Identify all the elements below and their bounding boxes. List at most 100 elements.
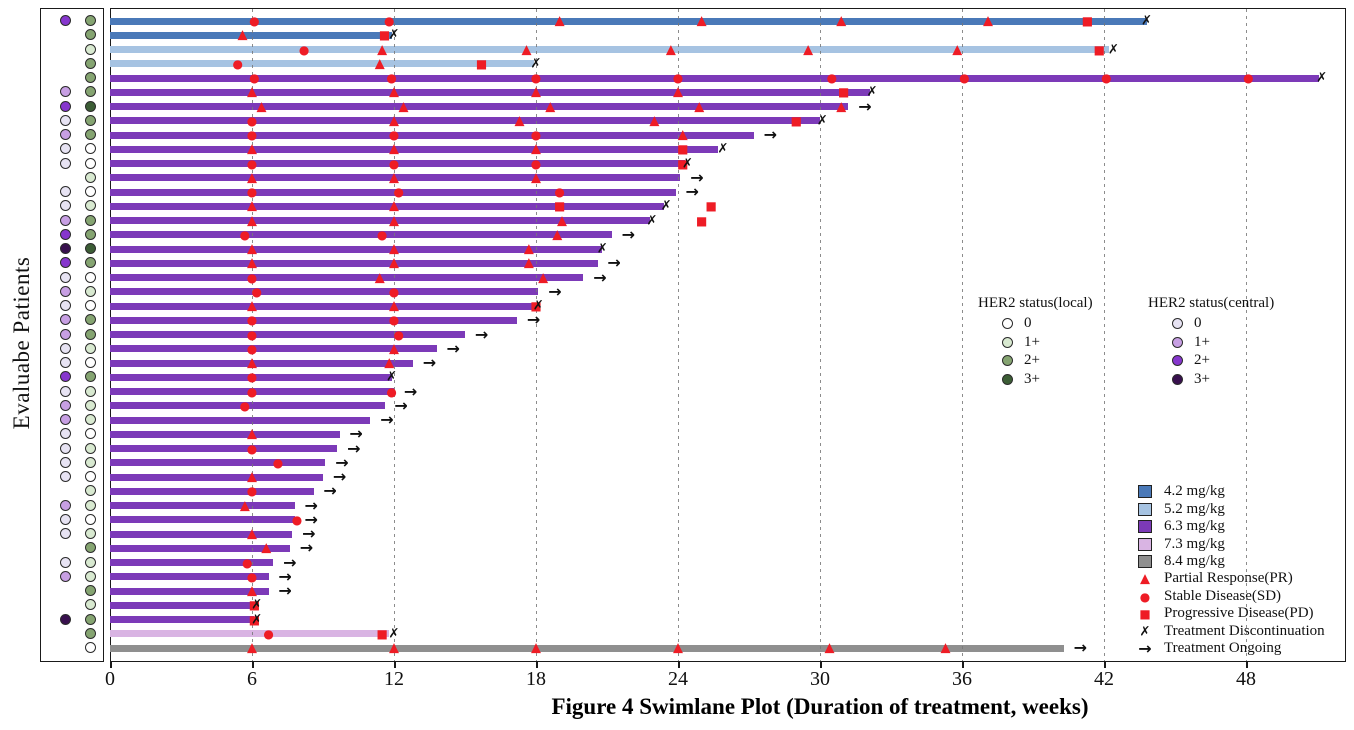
sd-marker: ● xyxy=(530,128,542,142)
x-tick xyxy=(252,662,254,668)
treatment-bar xyxy=(110,544,290,552)
her2-local-dot xyxy=(85,86,96,98)
pr-marker: ▲ xyxy=(247,526,257,542)
treatment-bar xyxy=(110,331,465,338)
her2-local-dot xyxy=(85,385,96,397)
her2-local-dot xyxy=(85,357,96,368)
sd-marker: ● xyxy=(388,156,400,171)
pr-marker: ▲ xyxy=(557,213,568,228)
pr-marker: ▲ xyxy=(239,498,250,513)
pr-marker: ▲ xyxy=(677,127,688,143)
her2-central-dot xyxy=(60,528,71,539)
pr-marker: ▲ xyxy=(940,640,951,656)
pd-marker: ■ xyxy=(790,113,802,128)
her2-local-dot xyxy=(85,399,96,411)
pd-marker: ■ xyxy=(1081,14,1094,28)
treatment-bar xyxy=(110,117,820,125)
ongoing-arrow: → xyxy=(302,524,316,543)
x-marker: ✗ xyxy=(682,156,693,171)
pr-marker: ▲ xyxy=(538,270,549,285)
her2-central-dot xyxy=(60,471,71,482)
x-marker: ✗ xyxy=(596,241,608,257)
pr-marker: ▲ xyxy=(952,42,963,57)
treatment-bar xyxy=(110,516,295,524)
legend-dose-swatch xyxy=(1138,520,1152,533)
pr-marker: ▲ xyxy=(389,198,399,214)
her2-central-dot xyxy=(60,385,71,397)
pr-marker: ▲ xyxy=(673,84,683,100)
legend-marker-label: Treatment Ongoing xyxy=(1164,640,1282,656)
her2-local-dot xyxy=(85,300,96,311)
ongoing-arrow: → xyxy=(283,552,297,572)
legend-dose-label: 4.2 mg/kg xyxy=(1164,483,1225,499)
her2-local-dot xyxy=(85,29,96,41)
pd-marker: ■ xyxy=(677,156,689,171)
pr-marker: ▲ xyxy=(696,13,707,29)
legend-dose-swatch xyxy=(1138,485,1152,498)
ongoing-arrow: → xyxy=(548,281,562,301)
gridline-week-12 xyxy=(394,9,395,661)
her2-central-dot xyxy=(60,228,71,240)
pr-marker: ▲ xyxy=(389,141,399,157)
treatment-bar xyxy=(110,217,650,224)
sd-marker: ● xyxy=(384,14,395,28)
treatment-bar xyxy=(110,316,518,324)
sd-marker: ● xyxy=(291,512,303,527)
gridline-week-18 xyxy=(536,9,537,661)
her2-local-dot xyxy=(85,57,96,69)
pr-marker: ▲ xyxy=(247,298,257,314)
sd-marker: ● xyxy=(393,327,404,342)
pr-marker: ▲ xyxy=(247,213,257,228)
pr-marker: ▲ xyxy=(545,99,556,114)
x-tick xyxy=(1246,662,1248,668)
ongoing-arrow: → xyxy=(403,381,418,401)
legend-central-item-label: 1+ xyxy=(1194,333,1210,350)
her2-central-dot xyxy=(60,243,71,254)
her2-local-dot xyxy=(85,627,96,639)
treatment-bar xyxy=(110,174,681,182)
pr-marker: ▲ xyxy=(237,27,248,43)
her2-central-dot xyxy=(60,157,71,169)
her2-local-dot xyxy=(85,642,96,653)
sd-marker: ● xyxy=(1101,71,1112,85)
x-tick-label: 24 xyxy=(668,668,688,690)
her2-local-dot xyxy=(85,271,96,283)
ongoing-arrow: → xyxy=(690,167,704,187)
legend-x-marker: ✗ xyxy=(1139,624,1151,639)
pd-marker: ■ xyxy=(677,142,689,157)
sd-marker: ● xyxy=(246,270,258,285)
pd-marker: ■ xyxy=(248,612,261,627)
legend-sd-marker: ● xyxy=(1139,589,1151,604)
her2-local-dot xyxy=(85,528,96,539)
sd-marker: ● xyxy=(388,128,400,142)
treatment-bar xyxy=(110,459,326,467)
pr-marker: ▲ xyxy=(256,99,267,114)
treatment-bar xyxy=(110,103,849,110)
legend-local-item-label: 0 xyxy=(1024,315,1032,331)
legend-marker-label: Progressive Disease(PD) xyxy=(1164,605,1314,621)
sd-marker: ● xyxy=(298,42,310,57)
x-marker: ✗ xyxy=(717,141,729,157)
pd-marker: ■ xyxy=(378,28,391,43)
treatment-bar xyxy=(110,74,1320,82)
legend-local-swatch xyxy=(1002,336,1013,348)
her2-local-dot xyxy=(85,72,96,83)
treatment-bar xyxy=(110,616,255,623)
x-marker: ✗ xyxy=(388,27,400,43)
pr-marker: ▲ xyxy=(389,298,399,314)
pr-marker: ▲ xyxy=(531,84,541,100)
pd-marker: ■ xyxy=(376,626,388,641)
treatment-bar xyxy=(110,274,584,281)
her2-central-dot xyxy=(60,570,71,582)
her2-local-dot xyxy=(85,342,96,354)
her2-local-dot xyxy=(85,143,96,155)
ongoing-arrow: → xyxy=(422,353,437,372)
legend-local-swatch xyxy=(1002,355,1013,366)
treatment-bar xyxy=(110,188,676,196)
her2-local-dot xyxy=(85,314,96,326)
legend-local-item-label: 3+ xyxy=(1024,370,1040,387)
legend-pd-marker: ■ xyxy=(1139,607,1151,621)
x-marker: ✗ xyxy=(646,213,658,228)
sd-marker: ● xyxy=(530,71,542,85)
x-marker: ✗ xyxy=(1141,13,1153,29)
